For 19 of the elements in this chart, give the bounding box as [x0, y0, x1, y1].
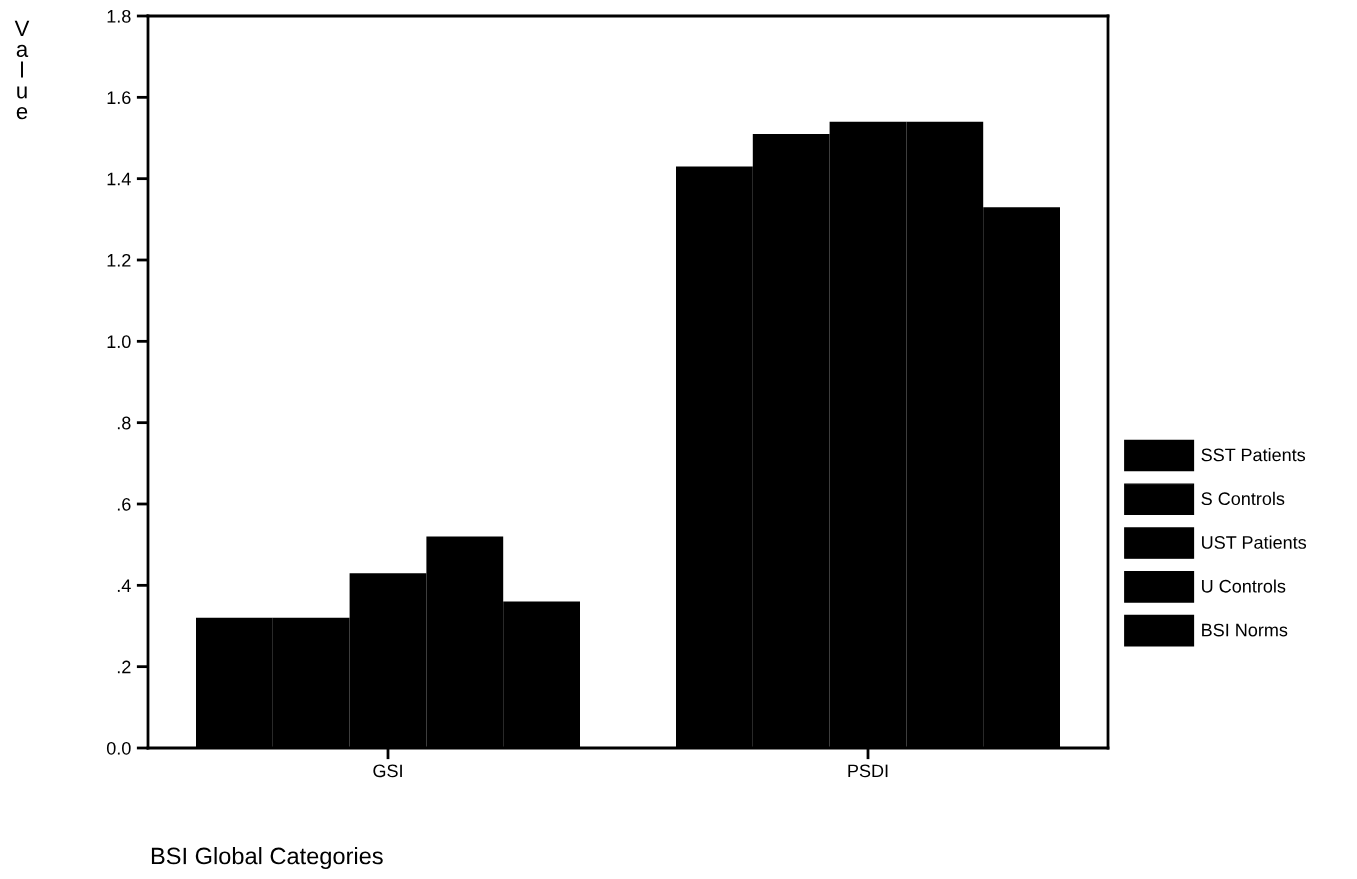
y-tick-label: 1.4	[107, 172, 131, 186]
y-tick-label: .8	[117, 416, 131, 430]
y-tick-label: 1.8	[107, 9, 131, 23]
x-axis-title: BSI Global Categories	[151, 846, 383, 870]
legend-label: BSI Norms	[1202, 623, 1288, 637]
x-tick-label: GSI	[373, 764, 402, 778]
legend-label: SST Patients	[1201, 448, 1306, 462]
y-axis-title: Value	[14, 20, 30, 120]
y-tick-label: .4	[117, 579, 131, 592]
y-tick-label: 1.0	[107, 335, 131, 349]
y-tick-label: .2	[117, 660, 131, 674]
y-tick-label: 1.6	[107, 91, 131, 105]
legend-label: U Controls	[1202, 579, 1286, 593]
y-tick-label: .6	[117, 497, 131, 511]
legend-label: UST Patients	[1202, 535, 1307, 549]
y-tick-label: 1.2	[107, 253, 131, 267]
legend-label: S Controls	[1201, 491, 1285, 506]
y-tick-label: 0.0	[106, 741, 131, 755]
x-tick-label: PSDI	[848, 764, 888, 778]
